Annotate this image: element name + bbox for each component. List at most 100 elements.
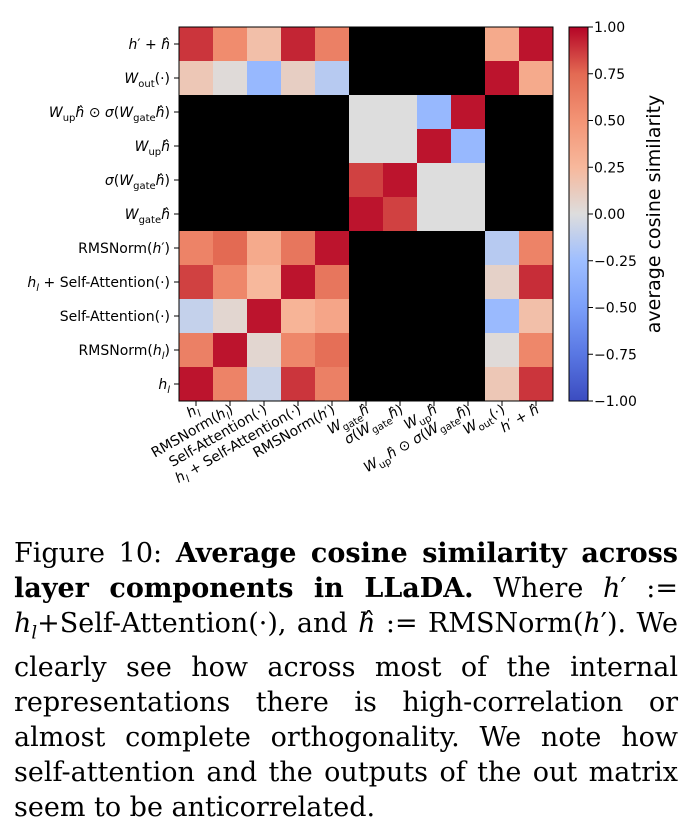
heatmap-cell-r9-c8 xyxy=(451,333,486,368)
heatmap-cell-r1-c3 xyxy=(281,61,316,96)
colorbar-tick-label-2: 0.50 xyxy=(594,114,625,130)
heatmap-cell-r8-c5 xyxy=(349,299,384,334)
heatmap-cell-r6-c9 xyxy=(485,231,520,266)
heatmap-cell-r5-c8 xyxy=(451,197,486,232)
heatmap-cell-r8-c0 xyxy=(179,299,214,334)
heatmap-cell-r5-c2 xyxy=(247,197,282,232)
heatmap-cell-r4-c5 xyxy=(349,163,384,198)
heatmap-cell-r0-c6 xyxy=(383,27,418,62)
heatmap-figure: h′ + ĥ Wout(·) Wupĥ ⊙ σ(Wgateĥ) Wupĥ… xyxy=(27,20,665,487)
row-label-9: RMSNorm(hl) xyxy=(79,343,170,362)
heatmap-chart: h′ + ĥ Wout(·) Wupĥ ⊙ σ(Wgateĥ) Wupĥ… xyxy=(27,20,665,487)
heatmap-cell-r2-c3 xyxy=(281,95,316,130)
row-label-1: Wout(·) xyxy=(124,71,170,90)
heatmap-cell-r5-c9 xyxy=(485,197,520,232)
figure-label: Figure 10: xyxy=(14,538,163,569)
heatmap-cell-r1-c8 xyxy=(451,61,486,96)
heatmap-cell-r9-c4 xyxy=(315,333,350,368)
heatmap-cell-r5-c4 xyxy=(315,197,350,232)
heatmap-cell-r9-c6 xyxy=(383,333,418,368)
heatmap-cell-r0-c5 xyxy=(349,27,384,62)
heatmap-cell-r1-c6 xyxy=(383,61,418,96)
heatmap-cell-r2-c5 xyxy=(349,95,384,130)
heatmap-cell-r1-c5 xyxy=(349,61,384,96)
heatmap-cell-r3-c10 xyxy=(519,129,554,164)
heatmap-cell-r9-c3 xyxy=(281,333,316,368)
heatmap-cell-r9-c5 xyxy=(349,333,384,368)
heatmap-cell-r6-c10 xyxy=(519,231,554,266)
heatmap-cell-r3-c9 xyxy=(485,129,520,164)
heatmap-cell-r1-c9 xyxy=(485,61,520,96)
heatmap-cell-r0-c4 xyxy=(315,27,350,62)
caption-text-3: RMSNorm( xyxy=(428,608,584,639)
heatmap-cell-r4-c1 xyxy=(213,163,248,198)
heatmap-cell-r2-c2 xyxy=(247,95,282,130)
caption-title: Average cosine similarity across layer c… xyxy=(14,538,678,604)
heatmap-cell-r6-c6 xyxy=(383,231,418,266)
heatmap-cell-r0-c0 xyxy=(179,27,214,62)
heatmap-cell-r8-c2 xyxy=(247,299,282,334)
row-label-3: Wupĥ xyxy=(135,139,170,158)
heatmap-cell-r8-c3 xyxy=(281,299,316,334)
heatmap-cell-r3-c5 xyxy=(349,129,384,164)
colorbar-tick-label-0: 1.00 xyxy=(594,20,625,36)
heatmap-cell-r4-c2 xyxy=(247,163,282,198)
heatmap-cell-r10-c9 xyxy=(485,367,520,402)
heatmap-cell-r9-c0 xyxy=(179,333,214,368)
heatmap-cell-r10-c5 xyxy=(349,367,384,402)
heatmap-cell-r3-c1 xyxy=(213,129,248,164)
heatmap-cell-r3-c3 xyxy=(281,129,316,164)
heatmap-cell-r6-c4 xyxy=(315,231,350,266)
heatmap-cell-r6-c5 xyxy=(349,231,384,266)
heatmap-cell-r2-c4 xyxy=(315,95,350,130)
row-label-0: h′ + ĥ xyxy=(128,37,170,53)
colorbar-label: average cosine similarity xyxy=(643,95,665,334)
heatmap-cell-r1-c1 xyxy=(213,61,248,96)
heatmap-cell-r3-c6 xyxy=(383,129,418,164)
heatmap-cell-r2-c8 xyxy=(451,95,486,130)
heatmap-cell-r7-c5 xyxy=(349,265,384,300)
heatmap-cell-r0-c2 xyxy=(247,27,282,62)
heatmap-cell-r5-c7 xyxy=(417,197,452,232)
row-label-8: Self-Attention(·) xyxy=(60,309,170,325)
colorbar-tick-label-7: −0.75 xyxy=(594,347,637,363)
heatmap-cell-r8-c9 xyxy=(485,299,520,334)
heatmap-cell-r8-c10 xyxy=(519,299,554,334)
col-label-8: Wupĥ ⊙ σ(Wgateĥ) xyxy=(361,402,475,479)
colorbar-tick-label-8: −1.00 xyxy=(594,394,637,410)
heatmap-cell-r9-c1 xyxy=(213,333,248,368)
heatmap-cell-r10-c3 xyxy=(281,367,316,402)
heatmap-cell-r2-c6 xyxy=(383,95,418,130)
heatmap-cell-r8-c7 xyxy=(417,299,452,334)
heatmap-cell-r3-c7 xyxy=(417,129,452,164)
heatmap-cell-r4-c4 xyxy=(315,163,350,198)
heatmap-cell-r7-c1 xyxy=(213,265,248,300)
heatmap-cell-r7-c4 xyxy=(315,265,350,300)
heatmap-cell-r8-c8 xyxy=(451,299,486,334)
heatmap-cell-r4-c8 xyxy=(451,163,486,198)
heatmap-cell-r10-c2 xyxy=(247,367,282,402)
heatmap-cell-r2-c7 xyxy=(417,95,452,130)
heatmap-cell-r6-c8 xyxy=(451,231,486,266)
colorbar-tick-label-1: 0.75 xyxy=(594,67,625,83)
heatmap-cell-r5-c6 xyxy=(383,197,418,232)
heatmap-cell-r10-c8 xyxy=(451,367,486,402)
heatmap-cell-r5-c5 xyxy=(349,197,384,232)
colorbar-tick-label-5: −0.25 xyxy=(594,254,637,270)
heatmap-cell-r0-c10 xyxy=(519,27,554,62)
heatmap-cell-r8-c1 xyxy=(213,299,248,334)
colorbar xyxy=(568,26,589,402)
heatmap-cell-r2-c10 xyxy=(519,95,554,130)
heatmap-cell-r4-c9 xyxy=(485,163,520,198)
heatmap-cell-r8-c4 xyxy=(315,299,350,334)
heatmap-cell-r5-c10 xyxy=(519,197,554,232)
heatmap-cell-r4-c10 xyxy=(519,163,554,198)
heatmap-cell-r7-c9 xyxy=(485,265,520,300)
heatmap-cell-r0-c8 xyxy=(451,27,486,62)
heatmap-cell-r2-c1 xyxy=(213,95,248,130)
heatmap-cell-r5-c1 xyxy=(213,197,248,232)
heatmap-cell-r10-c1 xyxy=(213,367,248,402)
heatmap-cell-r3-c8 xyxy=(451,129,486,164)
caption-text-2: +Self-Attention(·), and xyxy=(37,608,348,639)
heatmap-cell-r7-c10 xyxy=(519,265,554,300)
